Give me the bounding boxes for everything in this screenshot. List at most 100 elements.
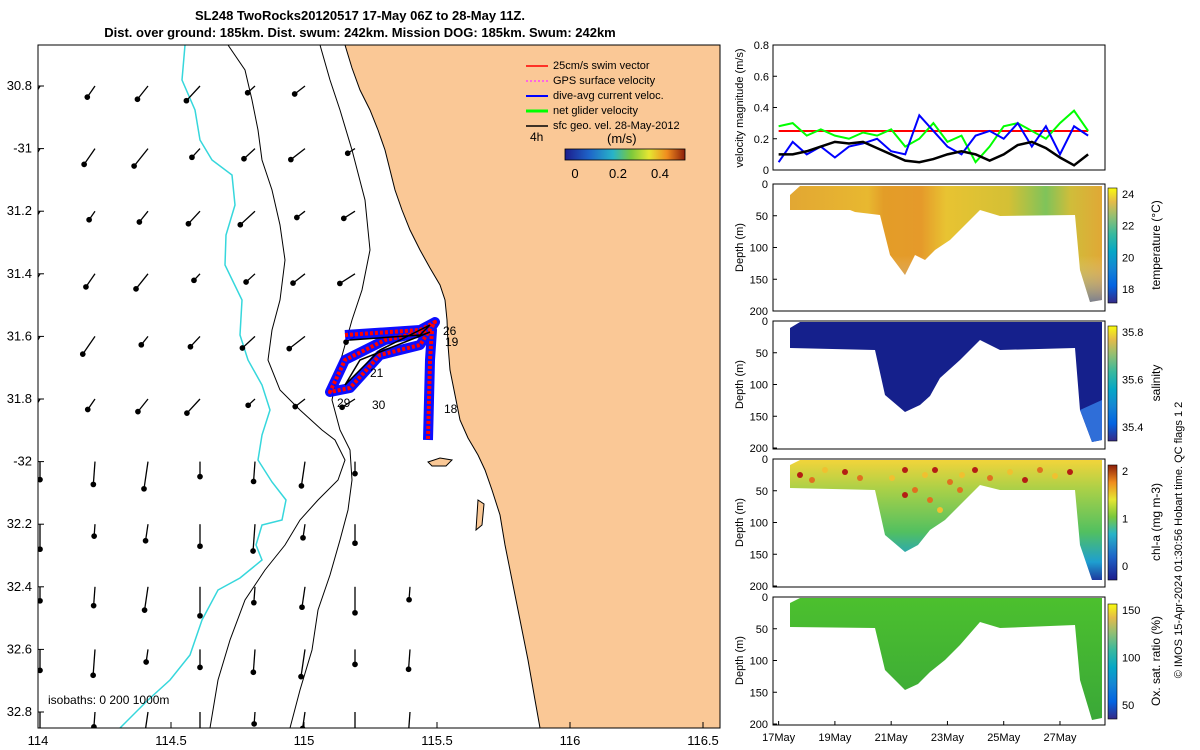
glider-track xyxy=(325,317,440,441)
arrow-head xyxy=(344,150,351,157)
chl-a-high-mark xyxy=(912,487,918,493)
speed-colorbar xyxy=(564,148,686,161)
arrow-head xyxy=(84,406,91,413)
depth-ytick: 100 xyxy=(750,656,768,668)
time-tick-label: 21May xyxy=(875,732,909,744)
arrow-head xyxy=(198,735,202,739)
day-label: 21 xyxy=(370,366,384,380)
colorbar-tick: 18 xyxy=(1122,284,1134,296)
arrow-head xyxy=(298,483,305,489)
arrow-head xyxy=(38,546,43,553)
map-frame xyxy=(37,44,721,729)
arrow-head xyxy=(131,163,137,169)
arrow-head xyxy=(31,282,35,286)
depth-ylabel: Depth (m) xyxy=(734,360,746,409)
lat-tick-label: 31.2 xyxy=(7,203,32,218)
colorbar-tick: 150 xyxy=(1122,605,1140,617)
chl-a-panel: 0 50 100 150 200 Depth (m) 0 1 2 chl-a (mg m-3) xyxy=(734,454,1163,593)
geo-velocity-arrow xyxy=(38,273,41,279)
colorbar-tick: 2 xyxy=(1122,466,1128,478)
arrow-head xyxy=(90,602,97,609)
map-legend: 25cm/s swim vector GPS surface velocity … xyxy=(526,60,686,181)
arrow-head xyxy=(197,543,203,550)
arrow-head xyxy=(90,481,97,488)
time-tick-label: 27May xyxy=(1043,732,1077,744)
lat-tick-label: -31 xyxy=(13,141,32,156)
lat-tick-label: 32.2 xyxy=(7,516,32,531)
geo-velocity-arrow xyxy=(38,85,41,91)
depth-ytick: 0 xyxy=(762,592,768,604)
geo-velocity-arrow xyxy=(82,336,96,355)
arrow-head xyxy=(91,724,97,728)
arrow-head xyxy=(237,221,244,228)
time-tick-label: 25May xyxy=(987,732,1021,744)
chl-a-high-mark xyxy=(947,479,953,485)
chl-a-high-mark xyxy=(972,467,978,473)
chl-a-high-mark xyxy=(932,467,938,473)
colorbar-tick: 35.4 xyxy=(1122,422,1143,434)
arrow-head xyxy=(352,540,358,547)
time-tick-label: 23May xyxy=(931,732,965,744)
arrow-head xyxy=(90,672,96,679)
velocity-ytick: 0 xyxy=(763,165,769,177)
arrow-head xyxy=(293,214,300,221)
velocity-series-net xyxy=(778,109,1089,164)
depth-ytick: 100 xyxy=(750,518,768,530)
temperature-panel: 0 50 100 150 200 Depth (m) 18 20 22 24 temperature… xyxy=(734,179,1163,318)
colorbar-tick: 0 xyxy=(571,166,578,181)
arrow-head xyxy=(28,350,32,354)
isobath-200m xyxy=(209,45,346,728)
geo-velocity-arrow xyxy=(288,335,306,350)
arrow-head xyxy=(91,533,97,539)
arrow-head xyxy=(184,410,190,416)
depth-ylabel: Depth (m) xyxy=(734,498,746,547)
lat-tick-label: 32.6 xyxy=(7,641,32,656)
geo-velocity-arrow xyxy=(185,85,201,102)
legend-sfc-geo-vel: sfc geo. vel. 28-May-2012 xyxy=(553,120,680,132)
velocity-ytick: 0.6 xyxy=(754,71,769,83)
arrow-head xyxy=(141,607,148,613)
colorbar-units: (m/s) xyxy=(607,131,637,146)
arrow-head xyxy=(30,160,34,164)
velocity-series-dive-avg xyxy=(777,113,1089,163)
geo-velocity-arrow xyxy=(301,586,306,608)
arrow-head xyxy=(251,721,257,727)
depth-ytick: 100 xyxy=(750,243,768,255)
day-label: 26 xyxy=(443,324,457,338)
arrow-head xyxy=(352,609,358,616)
chl-a-high-mark xyxy=(797,472,803,478)
map-latitude-ticks: 30.8 -31 31.2 31.4 31.6 31.8 -32 32.2 32.4 32.6 32… xyxy=(7,78,44,719)
colorbar-tick: 24 xyxy=(1122,189,1134,201)
arrow-head xyxy=(339,404,345,411)
depth-ytick: 150 xyxy=(750,687,768,699)
arrow-head xyxy=(243,279,249,285)
velocity-series-sfc xyxy=(778,140,1089,167)
depth-ytick: 150 xyxy=(750,411,768,423)
arrow-head xyxy=(290,280,296,286)
arrow-head xyxy=(343,339,349,345)
arrow-head xyxy=(143,659,149,665)
arrow-head xyxy=(405,666,412,673)
arrow-head xyxy=(299,604,305,611)
colorbar-tick: 1 xyxy=(1122,514,1128,526)
chl-a-high-mark xyxy=(987,475,993,481)
velocity-ytick: 0.4 xyxy=(754,103,769,115)
chl-a-high-mark xyxy=(902,467,908,473)
arrow-head xyxy=(183,97,190,104)
chl-a-high-mark xyxy=(1052,473,1058,479)
colorbar-tick: 0 xyxy=(1122,561,1128,573)
geo-velocity-arrow xyxy=(290,148,306,161)
geo-velocity-arrow xyxy=(241,335,256,349)
geo-velocity-arrow xyxy=(339,273,356,284)
land-mass xyxy=(344,45,720,728)
chl-a-high-mark xyxy=(927,497,933,503)
geo-velocity-arrow xyxy=(300,649,306,677)
lon-tick-label: 116 xyxy=(560,733,581,748)
legend-hours: 4h xyxy=(530,130,543,144)
geo-velocity-arrow xyxy=(300,461,306,486)
depth-ytick: 100 xyxy=(750,380,768,392)
velocity-ylabel: velocity magnitude (m/s) xyxy=(734,48,746,167)
legend-dive-avg: dive-avg current veloc. xyxy=(553,90,664,102)
arrow-head xyxy=(197,473,203,480)
lon-tick-label: 116.5 xyxy=(687,733,719,748)
